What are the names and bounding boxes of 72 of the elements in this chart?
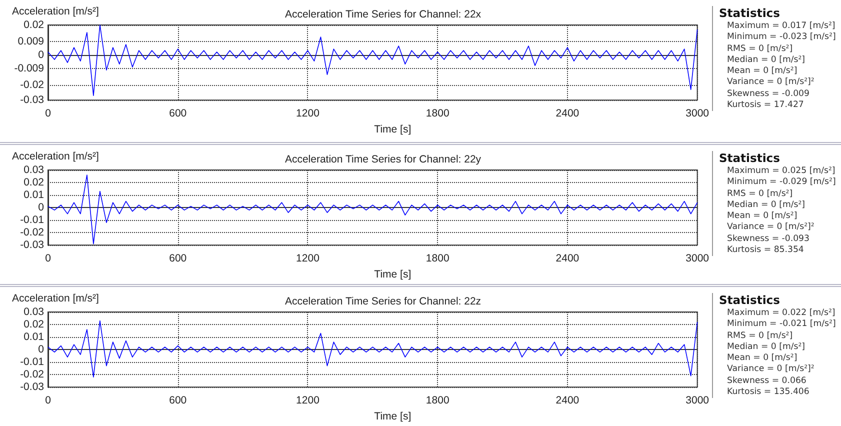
text: RMS = 0 [m/s²] [726,44,794,55]
x-tick-label: 3000 [686,394,710,407]
text: Variance = 0 [m/s²]² [726,222,816,234]
y-tick-label: 0.02 [24,19,44,31]
text: Minimum = -0.023 [m/s²] [726,32,837,44]
text: Skewness = -0.009 [726,88,810,100]
text: Mean = 0 [m/s²] [726,211,798,222]
x-tick-label: 2400 [556,394,580,407]
text: Maximum = 0.017 [m/s²] [726,21,836,32]
text: Variance = 0 [m/s²]² [726,77,816,89]
y-tick-label: 0.01 [24,189,44,202]
x-tick-label: 1200 [296,394,320,407]
text: Kurtosis = 17.427 [726,100,805,112]
y-tick-label: -0.03 [20,94,44,106]
x-tick-label: 1800 [426,252,450,265]
y-tick-label: 0 [38,202,44,214]
chart-title: Acceleration Time Series for Channel: 22z [284,296,482,308]
y-tick-label: -0.02 [20,368,44,381]
text: Median = 0 [m/s²] [726,200,806,212]
x-tick-label: 1800 [426,108,450,120]
text: Statistics [719,151,781,165]
text: Variance = 0 [m/s²]² [726,364,816,376]
text: RMS = 0 [m/s²] [726,330,794,342]
y-tick-label: 0.02 [24,176,44,189]
y-axis-title: Acceleration [m/s²] [12,6,100,18]
text: Mean = 0 [m/s²] [726,66,798,78]
text: Median = 0 [m/s²] [726,342,806,354]
x-tick-label: 600 [169,252,187,265]
y-tick-label: -0.02 [20,79,44,92]
y-tick-label: 0.009 [18,36,44,48]
y-tick-label: -0.03 [20,381,44,394]
y-tick-label: 0.03 [24,306,44,318]
x-axis-title: Time [s] [374,268,412,280]
text: Maximum = 0.022 [m/s²] [726,308,836,320]
y-tick-label: 0.03 [24,164,44,176]
text: Minimum = -0.029 [m/s²] [726,177,837,189]
y-tick-label: -0.03 [20,239,44,252]
x-tick-label: 600 [169,394,187,407]
x-axis-title: Time [s] [374,410,412,422]
text: RMS = 0 [m/s²] [726,188,794,200]
chart-title: Acceleration Time Series for Channel: 22x [284,8,482,20]
y-tick-label: -0.01 [20,356,44,368]
text: Mean = 0 [m/s²] [726,353,798,364]
x-tick-label: 3000 [686,252,710,265]
y-tick-label: 0 [38,49,44,62]
text: Kurtosis = 85.354 [726,245,805,256]
x-tick-label: 3000 [686,108,710,120]
y-tick-label: 0 [38,344,44,356]
chart-title: Acceleration Time Series for Channel: 22y [284,154,482,166]
text: Kurtosis = 135.406 [726,387,810,398]
text: Maximum = 0.025 [m/s²] [726,166,836,178]
y-tick-label: -0.02 [20,226,44,239]
x-axis-title: Time [s] [374,124,412,136]
text: Median = 0 [m/s²] [726,54,806,66]
y-axis-title: Acceleration [m/s²] [12,292,100,304]
x-tick-label: 1800 [426,394,450,407]
text: Statistics [719,6,781,20]
x-tick-label: 1200 [296,108,320,120]
y-tick-label: -0.009 [14,62,44,75]
y-tick-label: 0.01 [24,331,44,344]
text: Minimum = -0.021 [m/s²] [726,319,837,331]
y-tick-label: -0.01 [20,214,44,226]
y-tick-label: 0.02 [24,318,44,331]
x-tick-label: 2400 [556,108,580,120]
line-series [48,320,698,378]
text: Skewness = -0.093 [726,234,810,246]
y-axis-title: Acceleration [m/s²] [12,150,100,162]
text: Statistics [719,293,781,307]
x-tick-label: 600 [169,108,187,120]
x-tick-label: 1200 [296,252,320,265]
x-tick-label: 2400 [556,252,580,265]
text: Skewness = 0.066 [726,376,808,388]
